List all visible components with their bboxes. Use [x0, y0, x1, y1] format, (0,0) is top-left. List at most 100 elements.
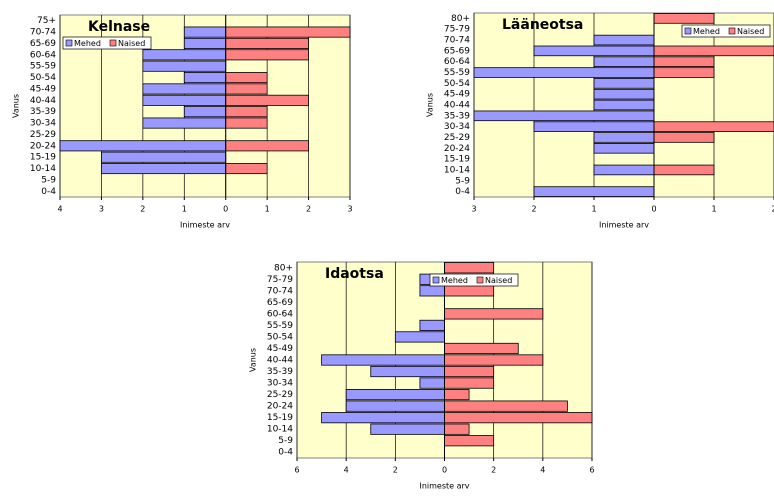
- y-tick-label: 40-44: [267, 356, 293, 366]
- y-tick-label: 30-34: [444, 122, 470, 132]
- bar: [593, 78, 655, 89]
- x-tick-label: 0: [223, 205, 228, 214]
- bar: [142, 83, 227, 95]
- bar: [653, 13, 715, 24]
- y-tick-label: 15-19: [267, 413, 293, 423]
- bar: [593, 56, 655, 67]
- x-tick-label: 3: [347, 205, 352, 214]
- x-tick-label: 1: [711, 205, 716, 214]
- bar: [444, 423, 470, 435]
- bar: [653, 164, 715, 176]
- y-tick-label: 50-54: [444, 79, 470, 89]
- bar: [593, 88, 655, 100]
- bar: [225, 49, 309, 61]
- legend-swatch: [432, 276, 440, 284]
- y-tick-label: 60-64: [30, 50, 56, 60]
- y-tick-label: 20-24: [444, 144, 470, 154]
- y-tick-label: 50-54: [30, 73, 56, 83]
- y-tick-label: 25-29: [444, 133, 470, 143]
- x-tick-label: 4: [57, 205, 62, 214]
- x-tick-label: 1: [591, 205, 596, 214]
- y-tick-label: 65-69: [30, 39, 56, 49]
- bar: [473, 67, 655, 78]
- bar: [183, 106, 227, 118]
- y-tick-label: 75+: [37, 16, 56, 26]
- bar: [225, 163, 268, 175]
- x-tick-label: 2: [771, 205, 774, 214]
- bar: [444, 354, 544, 366]
- chart-title: Kelnase: [88, 19, 150, 35]
- legend-label: Naised: [118, 39, 145, 48]
- y-tick-label: 70-74: [267, 286, 293, 296]
- bar: [419, 319, 445, 332]
- y-tick-label: 80+: [274, 263, 293, 273]
- legend-swatch: [65, 39, 73, 47]
- legend-label: Mehed: [441, 276, 468, 285]
- x-tick-label: 4: [540, 466, 545, 475]
- bar: [225, 106, 268, 118]
- x-tick-label: 1: [265, 205, 270, 214]
- y-tick-label: 30-34: [30, 119, 56, 129]
- x-axis-label: Inimeste arv: [599, 221, 649, 230]
- bar: [653, 45, 774, 57]
- y-tick-label: 5-9: [278, 436, 293, 446]
- bar: [533, 121, 655, 132]
- bar: [473, 110, 655, 122]
- bar: [653, 132, 715, 143]
- y-axis-label: Vanus: [426, 93, 435, 117]
- y-tick-label: 15-19: [444, 155, 470, 165]
- y-tick-label: 35-39: [267, 367, 293, 377]
- y-tick-label: 55-59: [30, 62, 56, 72]
- bar: [225, 94, 309, 106]
- bar: [593, 99, 655, 111]
- x-tick-label: 0: [651, 205, 656, 214]
- y-tick-label: 10-14: [444, 165, 470, 175]
- chart: 6 4 2 0 2 4 60-45-910-1415-1920-2425-2930-3435…: [249, 261, 595, 491]
- y-tick-label: 60-64: [444, 57, 470, 67]
- bar: [533, 45, 655, 57]
- bar: [370, 365, 445, 378]
- y-tick-label: 45-49: [30, 84, 56, 94]
- y-tick-label: 35-39: [444, 111, 470, 121]
- y-tick-label: 25-29: [267, 390, 293, 400]
- y-tick-label: 20-24: [30, 141, 56, 151]
- y-tick-label: 55-59: [267, 321, 293, 331]
- x-tick-label: 2: [306, 205, 311, 214]
- x-tick-label: 2: [393, 466, 398, 475]
- bar: [370, 423, 445, 435]
- y-tick-label: 10-14: [30, 164, 56, 174]
- y-tick-label: 20-24: [267, 402, 293, 412]
- bar: [533, 186, 655, 197]
- x-tick-label: 2: [531, 205, 536, 214]
- bar: [419, 377, 445, 389]
- bar: [225, 117, 268, 129]
- chart-title: Idaotsa: [325, 266, 384, 282]
- y-tick-label: 60-64: [267, 309, 293, 319]
- bar: [225, 83, 268, 95]
- x-tick-label: 1: [182, 205, 187, 214]
- x-tick-label: 0: [442, 466, 447, 475]
- bar: [653, 67, 715, 78]
- y-tick-label: 50-54: [267, 332, 293, 342]
- x-axis-label: Inimeste arv: [419, 482, 469, 491]
- bar: [183, 37, 227, 49]
- y-tick-label: 30-34: [267, 379, 293, 389]
- legend-box: [681, 24, 771, 38]
- bar: [593, 164, 655, 176]
- y-tick-label: 40-44: [30, 96, 56, 106]
- y-tick-label: 45-49: [267, 344, 293, 354]
- y-tick-label: 40-44: [444, 101, 470, 111]
- bar: [183, 26, 227, 38]
- x-axis-label: Inimeste arv: [180, 221, 230, 230]
- y-tick-label: 55-59: [444, 68, 470, 78]
- legend-label: Naised: [485, 276, 512, 285]
- bar: [321, 412, 445, 424]
- x-tick-label: 3: [471, 205, 476, 214]
- y-axis-label: Vanus: [249, 348, 258, 372]
- bar: [225, 140, 309, 152]
- y-tick-label: 15-19: [30, 153, 56, 163]
- bar: [142, 60, 227, 72]
- y-axis-label: Vanus: [12, 94, 21, 118]
- y-tick-label: 10-14: [267, 425, 293, 435]
